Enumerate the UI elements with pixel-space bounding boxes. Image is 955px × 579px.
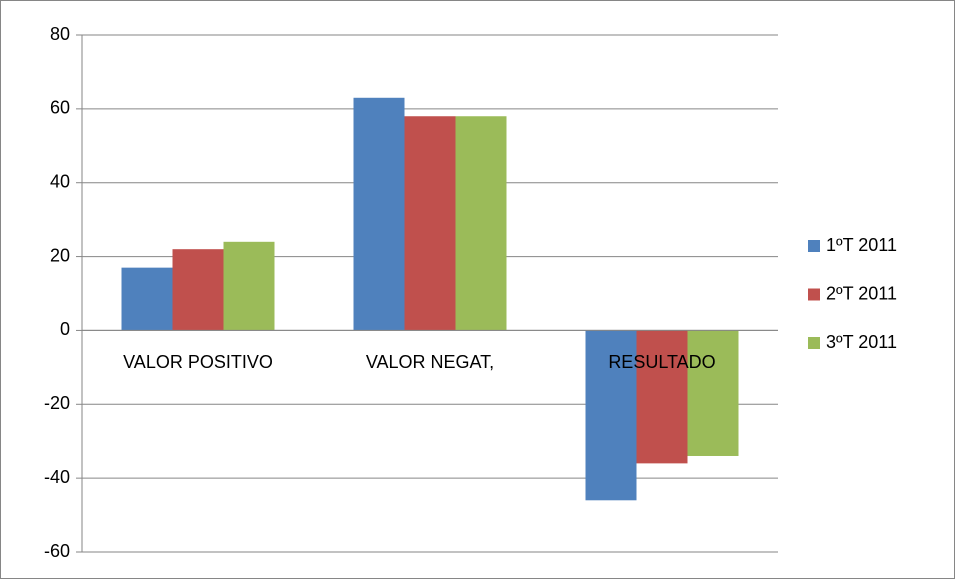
legend-label: 3ºT 2011 (826, 332, 897, 352)
legend-swatch (808, 240, 820, 252)
y-tick-label: 40 (50, 171, 70, 191)
bar (585, 330, 637, 501)
y-tick-label: -40 (44, 467, 70, 487)
legend-swatch (808, 337, 820, 349)
y-tick-label: -20 (44, 393, 70, 413)
bar (687, 330, 739, 456)
bar (172, 249, 224, 331)
bar (223, 241, 275, 331)
x-tick-label: VALOR NEGAT, (366, 352, 494, 372)
x-tick-label: VALOR POSITIVO (123, 352, 273, 372)
legend-label: 1ºT 2011 (826, 235, 897, 255)
y-tick-label: -60 (44, 541, 70, 561)
legend-swatch (808, 288, 820, 301)
bar (636, 330, 688, 464)
y-tick-label: 60 (50, 98, 70, 118)
bar (455, 116, 507, 331)
x-tick-label: RESULTADO (608, 352, 715, 372)
bar (353, 97, 405, 331)
legend-label: 2ºT 2011 (826, 283, 897, 303)
y-tick-label: 20 (50, 245, 70, 265)
y-tick-label: 80 (50, 24, 70, 44)
bar (404, 116, 456, 331)
y-tick-label: 0 (60, 319, 70, 339)
bar (121, 267, 173, 331)
